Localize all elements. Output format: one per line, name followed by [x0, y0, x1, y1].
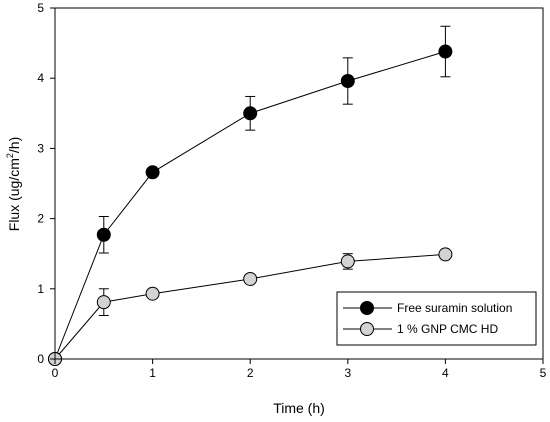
legend: Free suramin solution 1 % GNP CMC HD	[336, 291, 537, 346]
y-tick-label-4: 4	[37, 71, 44, 85]
plot-frame	[54, 7, 544, 360]
legend-marker-gnp-cmc	[360, 322, 374, 336]
y-axis-title: Flux (ug/cm2/h)	[5, 137, 22, 231]
data-point-1-3	[243, 271, 258, 286]
y-tick-label-1: 1	[37, 282, 44, 296]
legend-box	[336, 291, 537, 346]
x-tick-label-3: 3	[344, 366, 351, 380]
data-point-0-4	[340, 74, 355, 89]
x-tick-label-5: 5	[540, 366, 547, 380]
data-point-1-5	[438, 247, 453, 262]
legend-marker-free-suramin	[360, 301, 374, 315]
y-tick-label-0: 0	[37, 352, 44, 366]
legend-label-gnp-cmc: 1 % GNP CMC HD	[397, 322, 498, 336]
data-point-0-5	[438, 44, 453, 59]
x-tick-label-1: 1	[149, 366, 156, 380]
y-tick-label-3: 3	[37, 141, 44, 155]
axes	[54, 7, 544, 360]
data-point-0-1	[96, 227, 111, 242]
x-tick-label-2: 2	[247, 366, 254, 380]
plot-area	[48, 25, 453, 366]
data-point-1-1	[96, 295, 111, 310]
data-point-0-3	[243, 106, 258, 121]
data-point-1-2	[145, 286, 160, 301]
data-point-1-4	[340, 254, 355, 269]
series-line-0	[54, 51, 446, 360]
x-axis-title: Time (h)	[273, 400, 325, 416]
ticks: 0 1 2 3 4 5 0 1 2 3 4 5	[37, 1, 546, 380]
y-tick-label-2: 2	[37, 212, 44, 226]
series-line-1	[54, 253, 446, 360]
x-tick-label-0: 0	[52, 366, 59, 380]
series-gnp-cmc	[48, 247, 453, 366]
data-point-0-2	[145, 165, 160, 180]
y-axis-title-main: Flux (ug/cm	[6, 158, 22, 231]
y-axis-title-superscript: 2	[5, 153, 15, 158]
y-axis-title-end: /h)	[6, 137, 22, 153]
y-tick-label-5: 5	[37, 1, 44, 15]
legend-label-free-suramin: Free suramin solution	[397, 301, 512, 315]
x-tick-label-4: 4	[442, 366, 449, 380]
